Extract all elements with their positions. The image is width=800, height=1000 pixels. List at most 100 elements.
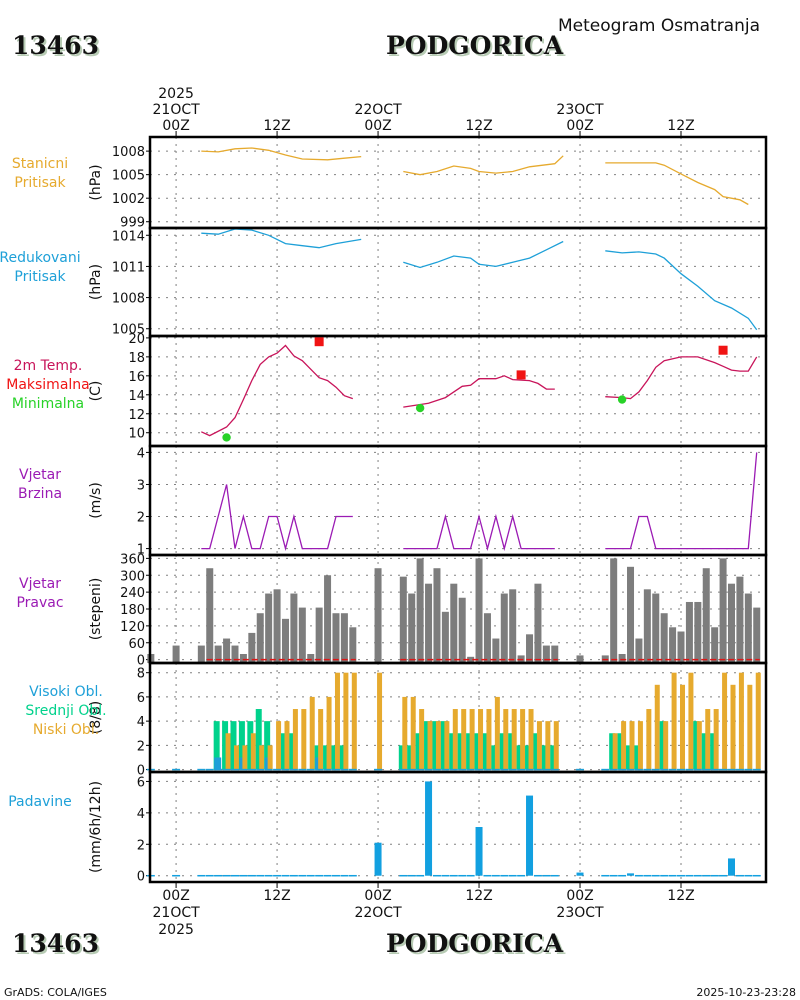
precip-bar [475, 827, 483, 876]
cloud-low-bar [233, 745, 239, 770]
precip-bar [727, 858, 735, 876]
cloud-low-bar [292, 709, 298, 770]
panel-station-pressure: 999 1002 1005 1008 (hPa) Stanicni Pritisak [12, 135, 768, 231]
cloud-low-bar [629, 721, 635, 770]
footer-station-name: PODGORICA [386, 929, 564, 958]
cloud-mid-bar [617, 733, 624, 770]
footer: 13463 13463 PODGORICA PODGORICA GrADS: C… [4, 929, 796, 999]
cloud-low-bar [326, 696, 332, 770]
cloud-low-bar [486, 709, 492, 770]
top-tick-label: 00Z [566, 118, 593, 134]
footer-station-name-shadow: PODGORICA [388, 931, 566, 960]
cloud-low-bar [696, 721, 702, 770]
y-tick-label: 12 [128, 408, 145, 423]
cloud-low-bar [747, 684, 753, 770]
cloud-low-bar [343, 672, 349, 770]
wind-direction-bar [702, 568, 710, 663]
wind-direction-bar [660, 613, 668, 663]
y-tick-label: 8 [137, 667, 145, 682]
cloud-low-bar [402, 696, 408, 770]
wind-direction-bar [719, 558, 727, 663]
top-tick-label: 00Z [162, 118, 189, 134]
cloud-low-bar [419, 709, 425, 770]
cloud-mid-bar [449, 733, 456, 770]
cloud-mid-bar [516, 745, 523, 770]
cloud-mid-bar [415, 733, 422, 770]
cloud-low-bar [259, 745, 265, 770]
wind-direction-bar [534, 583, 542, 663]
station-name-shadow: PODGORICA [388, 33, 566, 62]
cloud-mid-bar [424, 721, 431, 770]
wind-direction-bar [669, 627, 677, 663]
wind-direction-bar [542, 645, 550, 663]
cloud-low-bar [225, 733, 231, 770]
reduced-pressure-line [605, 250, 758, 331]
top-tick-label: 2025 [158, 86, 194, 102]
bottom-tick-label: 12Z [667, 888, 694, 904]
cloud-low-bar [267, 745, 273, 770]
cloud-mid-bar [474, 733, 481, 770]
wind-direction-bar [627, 566, 635, 663]
wind-direction-bar [281, 618, 289, 663]
meteogram-subtitle: Meteogram Osmatranja [558, 16, 760, 36]
panel-clouds: 0 2 4 6 8 (8/8)Visoki Obl. Srednji Obl. Niski O… [25, 661, 768, 779]
cloud-low-bar [250, 733, 256, 770]
top-tick-label: 12Z [465, 118, 492, 134]
precip-bar [425, 781, 433, 876]
cloud-mid-bar [331, 745, 338, 770]
panel-label: Stanicni [12, 156, 68, 172]
y-tick-label: 10 [128, 427, 145, 442]
cloud-mid-bar [541, 745, 548, 770]
cloud-mid-bar [247, 721, 254, 770]
cloud-mid-bar [550, 745, 557, 770]
y-axis-unit: (m/s) [88, 482, 104, 519]
cloud-low-bar [452, 709, 458, 770]
station-pressure-line [605, 162, 749, 206]
y-tick-label: 1002 [112, 192, 145, 207]
y-tick-label: 60 [128, 637, 145, 652]
wind-direction-bar [340, 613, 348, 663]
wind-direction-bar [349, 627, 357, 663]
wind-direction-bar [324, 575, 332, 663]
cloud-mid-bar [693, 721, 700, 770]
cloud-mid-bar [525, 745, 532, 770]
y-axis-unit: (hPa) [88, 164, 104, 200]
y-tick-label: 4 [137, 807, 145, 822]
cloud-low-bar [730, 684, 736, 770]
footer-station-id-shadow: 13463 [14, 931, 101, 960]
cloud-mid-bar [264, 721, 271, 770]
y-tick-label: 1011 [112, 260, 145, 275]
cloud-low-bar [427, 721, 433, 770]
bottom-tick-label: 12Z [465, 888, 492, 904]
wind-direction-bar [635, 638, 643, 663]
panel-frame [148, 226, 768, 338]
wind-direction-bar [458, 597, 466, 663]
y-axis-unit: (hPa) [88, 264, 104, 300]
wind-direction-bar [526, 634, 534, 663]
temperature-line [403, 375, 555, 408]
cloud-low-bar [377, 672, 383, 770]
cloud-low-bar [284, 721, 290, 770]
tmin-marker [222, 433, 231, 442]
cloud-low-bar [545, 721, 551, 770]
cloud-low-bar [722, 672, 728, 770]
y-tick-label: 4 [137, 446, 145, 461]
cloud-low-bar [637, 721, 643, 770]
cloud-low-bar [503, 709, 509, 770]
wind-direction-bar [374, 568, 382, 663]
cloud-mid-bar [432, 721, 439, 770]
station-pressure-line [403, 155, 564, 176]
precip-bar [526, 795, 534, 876]
y-tick-label: 1008 [112, 145, 145, 160]
wind-direction-bar [298, 607, 306, 663]
wind-direction-bar [231, 645, 239, 663]
wind-direction-bar [711, 627, 719, 663]
y-axis-unit: (stepeni) [88, 578, 104, 641]
cloud-low-bar [334, 672, 340, 770]
station-id-shadow: 13463 [14, 33, 101, 62]
cloud-low-bar [511, 709, 517, 770]
panel-precipitation: 0 2 4 6 (mm/6h/12h) Padavine [8, 770, 768, 885]
cloud-low-bar [528, 709, 534, 770]
cloud-low-bar [435, 721, 441, 770]
temperature-line [605, 356, 758, 400]
